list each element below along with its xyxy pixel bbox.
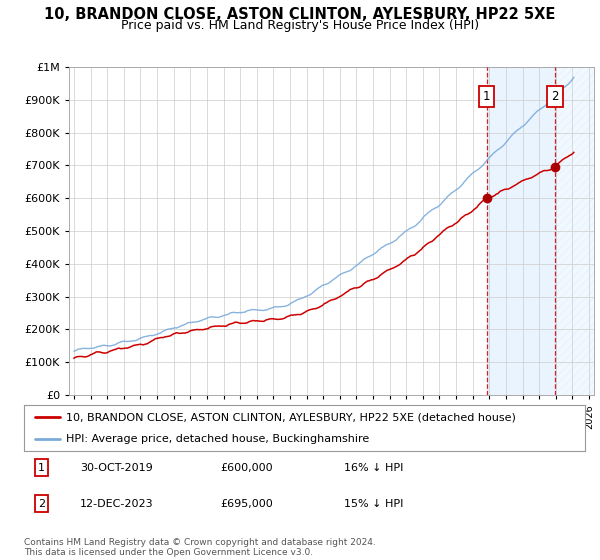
Text: 16% ↓ HPI: 16% ↓ HPI bbox=[344, 463, 403, 473]
Text: 12-DEC-2023: 12-DEC-2023 bbox=[80, 499, 154, 509]
Bar bbox=[555, 67, 598, 395]
Text: 2: 2 bbox=[551, 90, 559, 103]
Text: 2: 2 bbox=[38, 499, 45, 509]
Text: Contains HM Land Registry data © Crown copyright and database right 2024.
This d: Contains HM Land Registry data © Crown c… bbox=[24, 538, 376, 557]
Text: 10, BRANDON CLOSE, ASTON CLINTON, AYLESBURY, HP22 5XE: 10, BRANDON CLOSE, ASTON CLINTON, AYLESB… bbox=[44, 7, 556, 22]
Bar bbox=[487, 67, 555, 395]
Text: 10, BRANDON CLOSE, ASTON CLINTON, AYLESBURY, HP22 5XE (detached house): 10, BRANDON CLOSE, ASTON CLINTON, AYLESB… bbox=[66, 412, 516, 422]
Text: Price paid vs. HM Land Registry's House Price Index (HPI): Price paid vs. HM Land Registry's House … bbox=[121, 19, 479, 32]
Text: £600,000: £600,000 bbox=[220, 463, 273, 473]
Text: 1: 1 bbox=[483, 90, 490, 103]
Text: £695,000: £695,000 bbox=[220, 499, 273, 509]
Text: 15% ↓ HPI: 15% ↓ HPI bbox=[344, 499, 403, 509]
Text: HPI: Average price, detached house, Buckinghamshire: HPI: Average price, detached house, Buck… bbox=[66, 435, 370, 444]
Text: 30-OCT-2019: 30-OCT-2019 bbox=[80, 463, 153, 473]
Text: 1: 1 bbox=[38, 463, 45, 473]
